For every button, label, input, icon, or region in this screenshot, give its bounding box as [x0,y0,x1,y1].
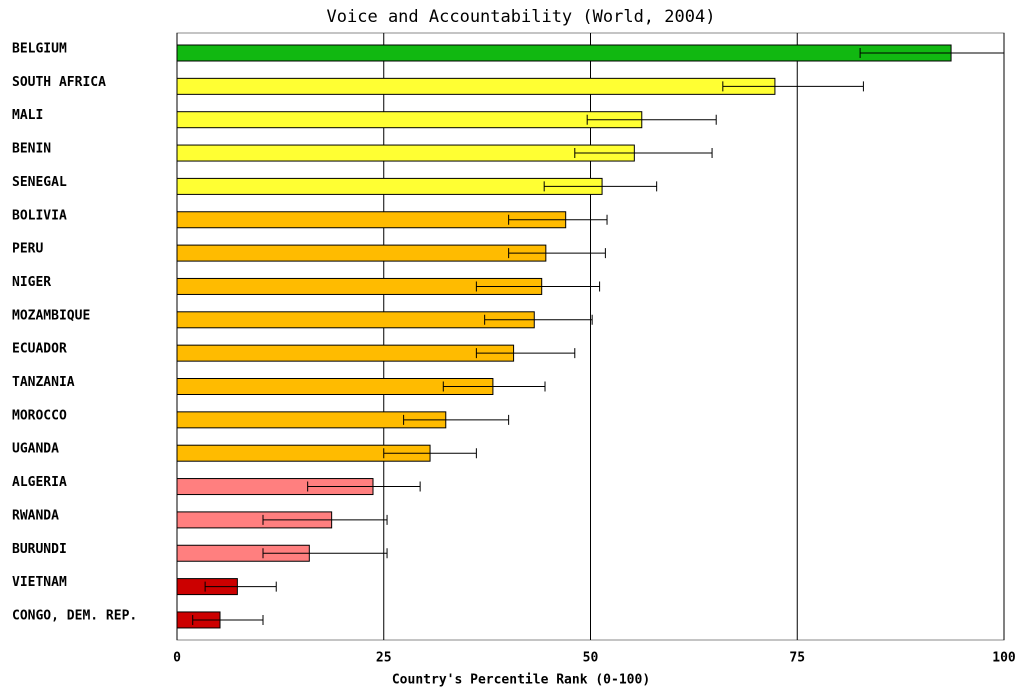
error-bar [192,614,264,625]
error-bar [442,381,546,392]
bar [176,177,603,195]
y-tick-label: BURUNDI [12,542,67,557]
error-bar [262,548,388,559]
chart-title: Voice and Accountability (World, 2004) [327,7,716,27]
bar [176,311,535,329]
y-tick-label: TANZANIA [12,375,75,390]
y-tick-label: NIGER [12,275,51,290]
y-tick-label: BENIN [12,142,51,157]
error-bar [543,181,658,192]
x-tick-label: 50 [583,651,599,666]
bar [176,144,635,162]
error-bar [475,348,576,359]
y-tick-label: MOZAMBIQUE [12,308,90,323]
error-bar [574,148,713,159]
y-tick-label: BELGIUM [12,42,67,57]
y-tick-label: MALI [12,108,43,123]
bar [176,244,547,262]
error-bar [475,281,601,292]
x-tick-label: 0 [173,651,181,666]
y-tick-label: CONGO, DEM. REP. [12,608,137,623]
x-tick-label: 75 [789,651,805,666]
error-bar [262,514,388,525]
error-bar [722,81,864,92]
bar [176,344,515,362]
y-tick-label: BOLIVIA [12,208,67,223]
y-tick-label: PERU [12,242,43,257]
error-bar [383,448,477,459]
y-tick-label: SENEGAL [12,175,67,190]
bar [176,77,776,95]
x-axis-label: Country's Percentile Rank (0-100) [392,673,650,688]
bar [176,44,952,62]
y-tick-label: VIETNAM [12,575,67,590]
x-tick-label: 100 [992,651,1016,666]
error-bar [403,414,510,425]
y-tick-label: RWANDA [12,508,59,523]
error-bar [204,581,277,592]
bar [176,111,643,129]
error-bar [307,481,421,492]
error-bar [859,48,1005,58]
y-tick-label: ECUADOR [12,342,67,357]
error-bar [586,114,717,125]
error-bar [484,314,593,325]
y-tick-label: SOUTH AFRICA [12,75,106,90]
y-tick-label: ALGERIA [12,475,67,490]
error-bar [508,248,606,259]
error-bar [508,214,608,225]
x-tick-label: 25 [376,651,392,666]
bar [176,211,567,229]
y-tick-label: UGANDA [12,442,59,457]
y-tick-label: MOROCCO [12,408,67,423]
